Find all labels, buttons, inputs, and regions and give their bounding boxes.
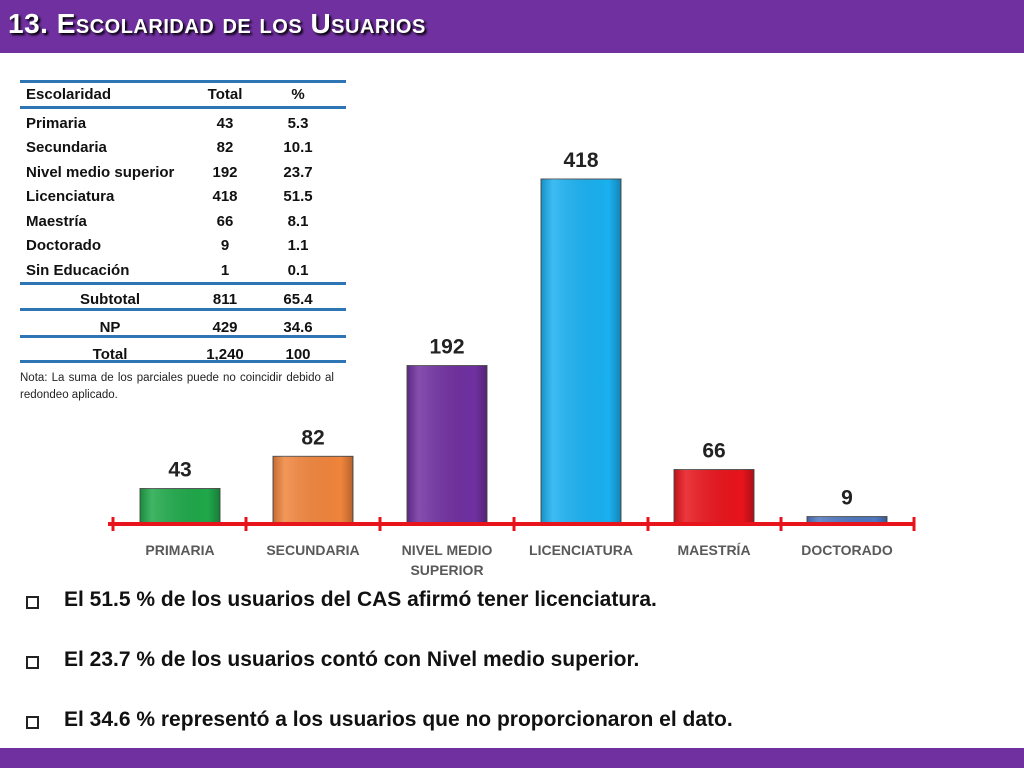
bar-value-label: 82 — [301, 426, 324, 449]
table-bottom-rule — [20, 360, 346, 363]
row-label: Primaria — [26, 114, 87, 132]
checkbox-bullet-icon — [26, 716, 39, 729]
row-total: 66 — [216, 212, 234, 230]
table-row: Primaria 43 5.3 — [20, 111, 346, 136]
subtotal-row: Subtotal 811 65.4 — [20, 287, 346, 312]
category-label: MAESTRÍA — [677, 542, 750, 558]
header-escolaridad: Escolaridad — [26, 86, 112, 103]
row-total: 82 — [216, 139, 234, 156]
category-label: SUPERIOR — [410, 562, 483, 578]
total-rule — [20, 335, 346, 338]
category-label: LICENCIATURA — [529, 542, 633, 558]
header-percent: % — [291, 86, 305, 103]
header-total: Total — [207, 86, 243, 103]
bar-shading — [140, 488, 220, 524]
checkbox-bullet-icon — [26, 596, 39, 609]
row-label: Maestría — [26, 212, 87, 230]
table-row: Nivel medio superior 192 23.7 — [20, 160, 346, 185]
bar-value-label: 9 — [841, 487, 853, 510]
row-percent: 23.7 — [283, 163, 313, 181]
slide-title: 13. Escolaridad de los Usuarios — [8, 8, 426, 39]
bar-shading — [273, 456, 353, 524]
bullet-text: El 23.7 % de los usuarios contó con Nive… — [64, 648, 640, 671]
category-label: DOCTORADO — [801, 542, 893, 558]
table-header-row: Escolaridad Total % — [20, 82, 346, 107]
row-percent: 1.1 — [287, 237, 309, 254]
subtotal-percent: 65.4 — [283, 291, 313, 308]
subtotal-rule — [20, 282, 346, 285]
subtotal-total: 811 — [212, 291, 238, 308]
table-row: Sin Educación 1 0.1 — [20, 258, 346, 283]
bottom-bar — [0, 748, 1024, 768]
row-total: 9 — [220, 237, 230, 254]
table-row: Licenciatura 418 51.5 — [20, 184, 346, 209]
total-row: Total 1,240 100 — [20, 342, 346, 367]
row-total: 192 — [212, 163, 238, 181]
bar-value-label: 66 — [702, 440, 725, 463]
subtotal-label: Subtotal — [80, 291, 140, 308]
bar-value-label: 418 — [563, 149, 598, 172]
np-total: 429 — [212, 318, 238, 336]
row-percent: 51.5 — [283, 188, 313, 205]
row-label: Sin Educación — [26, 261, 130, 279]
row-label: Licenciatura — [26, 188, 115, 205]
row-percent: 10.1 — [283, 139, 313, 156]
row-total: 43 — [216, 114, 234, 132]
row-total: 1 — [220, 261, 230, 279]
total-total: 1,240 — [206, 346, 244, 363]
bar-shading — [674, 469, 754, 524]
total-label: Total — [92, 346, 128, 363]
table-row: Secundaria 82 10.1 — [20, 135, 346, 160]
bar-value-label: 192 — [429, 336, 464, 359]
table-row: Maestría 66 8.1 — [20, 209, 346, 234]
row-total: 418 — [212, 188, 238, 205]
bullet-text: El 34.6 % representó a los usuarios que … — [64, 708, 733, 731]
bar-shading — [407, 365, 487, 524]
row-percent: 8.1 — [287, 212, 309, 230]
table-row: Doctorado 9 1.1 — [20, 233, 346, 258]
row-percent: 5.3 — [287, 114, 309, 132]
title-bar — [0, 0, 1024, 53]
category-label: PRIMARIA — [145, 542, 214, 558]
row-label: Doctorado — [26, 237, 101, 254]
table-note: Nota: La suma de los parciales puede no … — [20, 372, 334, 401]
row-percent: 0.1 — [287, 261, 309, 279]
np-label: NP — [99, 318, 121, 336]
np-percent: 34.6 — [283, 318, 313, 336]
bullet-text: El 51.5 % de los usuarios del CAS afirmó… — [64, 588, 657, 611]
bar-chart: 43 PRIMARIA 82 SECUNDARIA 192 NIVEL MEDIO SUPE… — [108, 149, 916, 578]
schooling-table: Escolaridad Total % Primaria 43 5.3 Secund… — [20, 82, 346, 367]
header-rule — [20, 106, 346, 109]
bar-shading — [807, 516, 887, 524]
category-label: NIVEL MEDIO — [402, 542, 493, 558]
bar-shading — [541, 179, 621, 524]
total-percent: 100 — [285, 346, 311, 363]
np-rule — [20, 308, 346, 311]
table-top-rule — [20, 80, 346, 83]
checkbox-bullet-icon — [26, 656, 39, 669]
bar-value-label: 43 — [168, 459, 191, 482]
row-label: Nivel medio superior — [26, 163, 175, 181]
category-label: SECUNDARIA — [266, 542, 359, 558]
row-label: Secundaria — [26, 139, 107, 156]
np-row: NP 429 34.6 — [20, 315, 346, 340]
